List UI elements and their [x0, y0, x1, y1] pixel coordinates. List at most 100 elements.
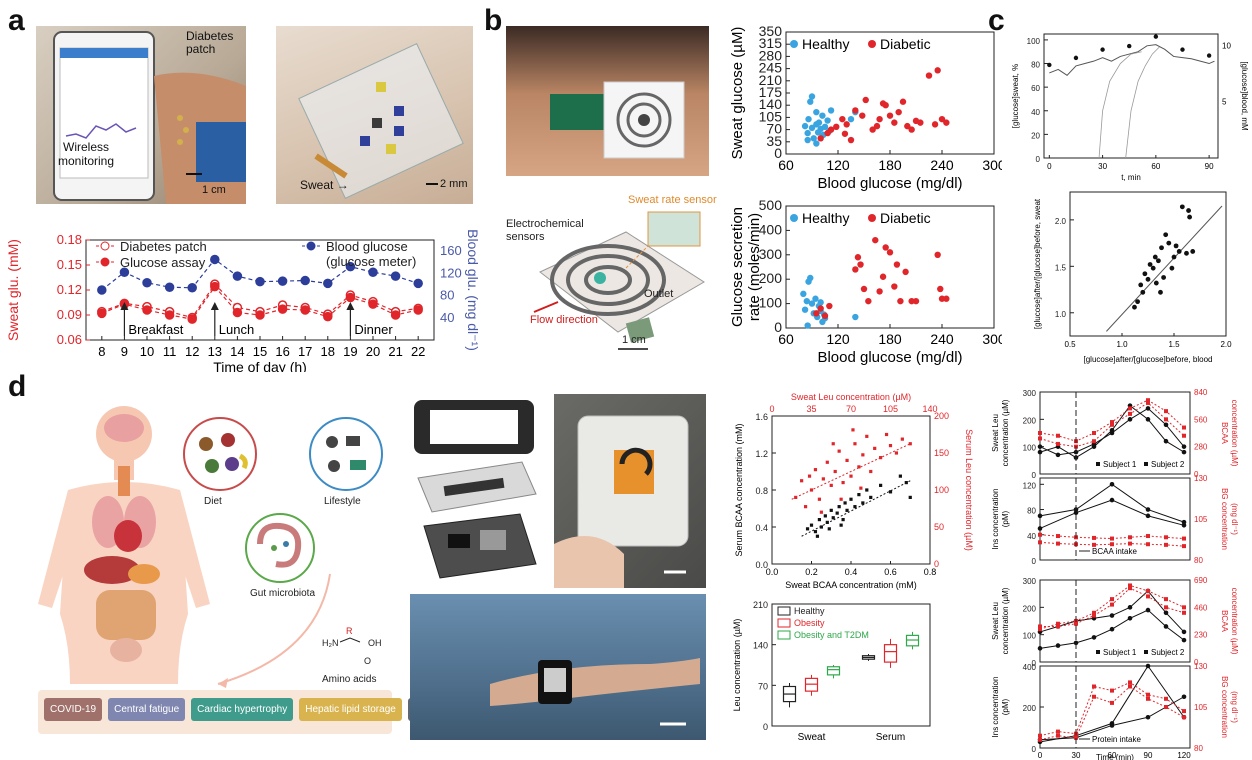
- x-axis-label: Time of day (h): [213, 359, 307, 372]
- panel-label-c: c: [988, 4, 1005, 37]
- data-point: [943, 119, 950, 126]
- data-point: [1164, 597, 1168, 602]
- y2-axis-label: BCAA: [1220, 610, 1229, 632]
- data-point: [827, 107, 835, 114]
- data-point: [879, 273, 887, 280]
- y2-tick-label: 150: [934, 448, 949, 458]
- data-point: [1163, 232, 1169, 238]
- x-axis-label: Blood glucose (mg/dl): [817, 175, 962, 192]
- y-axis-label: Ins concentration: [991, 489, 1000, 550]
- data-point: [813, 140, 820, 147]
- data-point: [1146, 594, 1150, 599]
- y-tick-label: 400: [1023, 663, 1037, 672]
- data-point: [827, 527, 831, 531]
- x-tick-label: 0: [1047, 162, 1052, 171]
- y-axis-label: Sweat glucose (µM): [729, 27, 746, 160]
- series-line: [1040, 587, 1185, 627]
- data-point: [831, 516, 835, 520]
- data-point: [807, 474, 812, 478]
- data-point: [882, 244, 889, 251]
- x-tick-label: 120: [1177, 751, 1191, 760]
- data-point: [1127, 43, 1132, 49]
- data-point: [804, 136, 811, 144]
- data-point: [938, 115, 946, 123]
- x-tick-label: 0.5: [1064, 340, 1076, 349]
- data-point: [255, 276, 265, 287]
- x-tick-label: 13: [208, 344, 222, 359]
- x-tick-label: 30: [1072, 751, 1081, 760]
- x-tick-label: 0.4: [845, 567, 858, 577]
- x-tick-label: 21: [388, 344, 402, 359]
- data-point: [1152, 254, 1158, 260]
- data-point: [800, 290, 807, 298]
- data-point: [1166, 240, 1172, 246]
- data-point: [819, 510, 823, 514]
- data-point: [1163, 422, 1169, 428]
- data-point: [1176, 249, 1182, 254]
- data-point: [893, 261, 901, 268]
- data-point: [1073, 449, 1079, 455]
- data-point: [1092, 684, 1096, 689]
- data-point: [826, 302, 833, 310]
- y-tick-label: 140: [759, 96, 783, 112]
- data-point: [345, 292, 356, 303]
- data-point: [1182, 433, 1186, 438]
- x-tick-label: 0.2: [805, 567, 818, 577]
- y-tick-label: 0: [1032, 471, 1037, 480]
- legend-label: Obesity and T2DM: [794, 630, 869, 640]
- data-point: [865, 297, 872, 305]
- event-arrowhead: [210, 302, 219, 310]
- label-outlet: Outlet: [644, 288, 674, 300]
- x-tick-label: 240: [930, 331, 954, 347]
- y-tick-label: 80: [1027, 507, 1036, 516]
- data-point: [1092, 610, 1096, 615]
- data-point: [849, 474, 853, 478]
- y-tick-label: 200: [759, 270, 783, 286]
- data-point: [1171, 254, 1177, 260]
- data-point: [804, 129, 811, 137]
- y-tick-label: 100: [1027, 37, 1041, 46]
- data-point: [869, 495, 873, 499]
- legend-marker: [868, 40, 876, 48]
- y2-tick-label: 105: [1194, 703, 1208, 712]
- data-point: [841, 518, 845, 522]
- chart-d-bcaa-scatter: 0.0 0.2 0.4 0.6 0.80 35 70 105 1400.00.40.81.21.…: [734, 392, 974, 590]
- data-point: [119, 267, 130, 277]
- panel-label-d: d: [8, 370, 27, 403]
- y-tick-label: 0: [774, 319, 782, 335]
- data-point: [1056, 624, 1060, 629]
- data-point: [804, 322, 811, 329]
- data-point: [891, 283, 898, 290]
- disease-tag: Hepatic lipid storage: [299, 698, 402, 721]
- data-point: [1055, 452, 1061, 458]
- data-point: [1056, 733, 1060, 738]
- legend-label: Healthy: [802, 36, 849, 52]
- x-tick-label: 19: [343, 344, 357, 359]
- data-point: [888, 490, 893, 494]
- exploded-device-drawing: [414, 400, 537, 579]
- y-tick-label: 0.12: [57, 282, 82, 297]
- arrow-right-icon: →: [336, 178, 349, 192]
- data-point: [934, 67, 941, 74]
- y2-tick-label: 120: [440, 265, 462, 280]
- data-point: [413, 278, 423, 289]
- data-point: [839, 115, 846, 123]
- data-point: [1145, 607, 1151, 613]
- data-point: [853, 442, 857, 446]
- label-flow-direction: Flow direction: [530, 314, 598, 326]
- data-point: [1055, 643, 1061, 648]
- data-point: [908, 126, 915, 133]
- data-point: [876, 115, 883, 123]
- data-point: [1056, 433, 1060, 438]
- data-point: [805, 527, 810, 531]
- intake-label: BCAA intake: [1092, 547, 1137, 556]
- y-tick-label: 0.4: [755, 523, 768, 533]
- data-point: [142, 305, 152, 315]
- data-point: [323, 311, 333, 322]
- data-point: [1128, 583, 1132, 588]
- y-tick-label: 0.0: [755, 560, 768, 570]
- data-point: [1073, 55, 1079, 61]
- data-point: [839, 497, 843, 501]
- panel-label-b: b: [484, 4, 503, 37]
- data-point: [1056, 541, 1060, 546]
